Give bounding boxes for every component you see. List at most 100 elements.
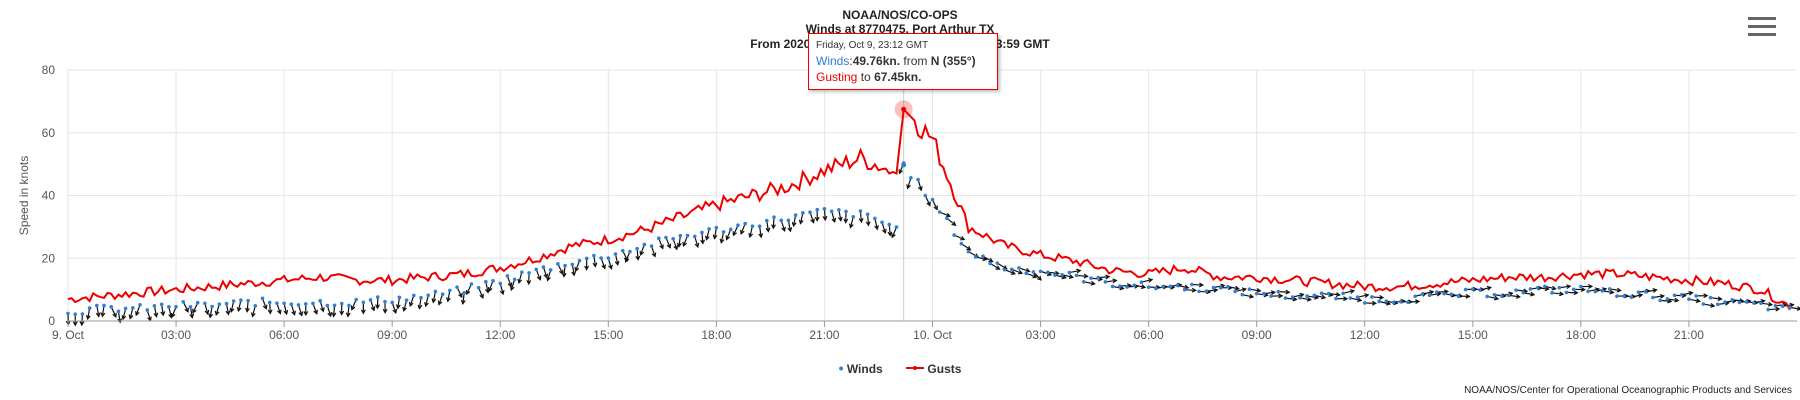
wind-arrow: [1299, 297, 1311, 301]
wind-arrow-head: [1573, 290, 1579, 296]
wind-arrow-head: [874, 225, 879, 231]
wind-arrow: [1249, 288, 1261, 292]
wind-arrow: [636, 248, 639, 260]
wind-arrow: [192, 302, 199, 313]
winds-point: [1326, 291, 1331, 296]
wind-arrow-head: [236, 306, 242, 313]
wind-arrow-head: [865, 221, 871, 227]
wind-arrow-head: [601, 264, 606, 270]
wind-arrow: [1032, 271, 1042, 281]
wind-arrow: [792, 214, 797, 227]
wind-arrow-head: [1083, 273, 1089, 279]
wind-arrow-head: [561, 272, 567, 278]
wind-arrow-head: [402, 306, 407, 313]
winds-point: [750, 224, 755, 229]
legend-item-gusts[interactable]: Gusts: [906, 362, 961, 376]
winds-point: [1125, 285, 1129, 289]
winds-point: [1269, 294, 1273, 298]
wind-arrow-head: [982, 256, 988, 262]
wind-arrow-head: [765, 227, 771, 233]
winds-point: [1687, 297, 1691, 301]
winds-point: [224, 301, 229, 306]
wind-arrow: [563, 265, 566, 277]
wind-arrow: [838, 209, 842, 221]
x-tick-label: 03:00: [161, 328, 191, 342]
wind-arrow: [1652, 295, 1664, 299]
y-axis-title: Speed in knots: [17, 156, 31, 235]
highlight-gust-point: [901, 106, 907, 112]
wind-arrow-head: [1148, 277, 1154, 283]
winds-point: [945, 216, 949, 221]
winds-point: [181, 299, 186, 304]
wind-arrow: [189, 306, 193, 318]
wind-arrow-head: [571, 271, 577, 277]
wind-arrow: [1177, 284, 1189, 289]
wind-arrow: [510, 279, 516, 291]
winds-point: [1226, 284, 1230, 289]
winds-point: [1434, 290, 1439, 294]
winds-point: [1190, 282, 1194, 287]
wind-arrow-head: [887, 231, 893, 237]
wind-arrow: [1285, 297, 1297, 301]
winds-point: [1132, 283, 1137, 287]
wind-arrow: [129, 307, 134, 319]
wind-arrow: [713, 227, 717, 239]
wind-arrow: [907, 177, 912, 189]
wind-arrow: [682, 235, 689, 247]
wind-arrow-head: [592, 262, 598, 268]
wind-arrow: [1501, 292, 1513, 297]
wind-arrow-head: [1415, 299, 1421, 305]
winds-point: [1780, 304, 1785, 309]
chart-menu-button[interactable]: [1745, 12, 1779, 48]
winds-point: [1038, 269, 1043, 274]
wind-arrow: [772, 217, 775, 229]
wind-arrow-head: [245, 307, 250, 313]
credits[interactable]: NOAA/NOS/Center for Operational Oceanogr…: [1464, 385, 1792, 396]
wind-arrow: [1025, 272, 1037, 278]
wind-arrow: [1703, 303, 1715, 307]
winds-point: [1168, 284, 1173, 289]
winds-point: [66, 311, 70, 316]
winds-point: [1002, 267, 1007, 272]
wind-arrow: [678, 235, 681, 247]
wind-arrow-head: [926, 201, 931, 207]
legend-item-winds[interactable]: • Winds: [839, 360, 883, 376]
winds-point: [1442, 291, 1446, 296]
winds-point: [1290, 295, 1295, 299]
wind-arrow: [989, 262, 1000, 270]
wind-arrow-head: [327, 311, 333, 318]
wind-arrow-head: [1609, 289, 1615, 295]
wind-arrow: [485, 281, 489, 293]
wind-arrow-head: [1659, 293, 1666, 299]
winds-point: [966, 249, 971, 254]
winds-point: [476, 285, 481, 290]
highlight-wind-point: [901, 162, 907, 168]
wind-arrow: [391, 302, 397, 314]
wind-arrow-head: [822, 215, 828, 222]
winds-point: [1024, 271, 1028, 276]
wind-arrow-head: [666, 243, 672, 249]
chart-subtitle: Winds at 8770475, Port Arthur TX: [805, 22, 995, 36]
wind-arrow: [799, 212, 804, 224]
wind-arrow: [1054, 274, 1066, 279]
winds-point: [210, 304, 214, 309]
wind-arrow: [672, 238, 678, 250]
winds-point: [1362, 301, 1367, 305]
winds-point: [188, 304, 193, 309]
winds-point: [534, 267, 539, 272]
wind-arrow-head: [79, 321, 85, 327]
winds-point: [116, 309, 121, 314]
winds-point: [981, 254, 985, 258]
wind-arrow: [204, 303, 209, 315]
y-tick-label: 0: [48, 314, 55, 328]
winds-marker-icon: •: [838, 360, 844, 376]
winds-point: [1319, 291, 1324, 295]
x-tick-label: 18:00: [701, 328, 731, 342]
tooltip-winds-line: Winds:49.76kn. from N (355°): [816, 54, 976, 68]
winds-point: [584, 256, 589, 261]
winds-point: [1463, 287, 1468, 292]
wind-arrow: [1184, 289, 1196, 292]
winds-point: [412, 293, 416, 298]
winds-point: [1737, 300, 1742, 305]
winds-point: [491, 279, 495, 283]
